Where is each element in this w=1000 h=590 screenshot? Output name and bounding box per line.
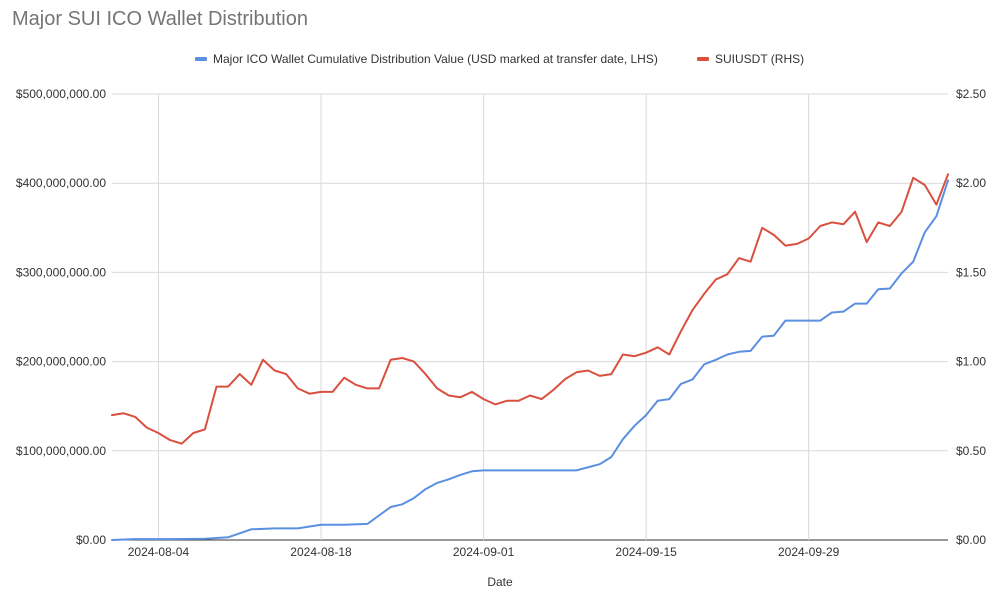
y-left-tick-label: $300,000,000.00	[16, 265, 106, 279]
y-left-tick-label: $0.00	[76, 533, 106, 547]
series-line-suiusdt	[111, 173, 949, 445]
y-right-tick-label: $1.50	[956, 265, 986, 279]
y-left-tick-label: $100,000,000.00	[16, 444, 106, 458]
legend-label-suiusdt: SUIUSDT (RHS)	[715, 52, 805, 66]
y-left-tick-label: $200,000,000.00	[16, 355, 106, 369]
series-line-distribution	[111, 179, 949, 541]
x-tick-label: 2024-08-04	[128, 545, 190, 559]
legend-swatch-distribution	[195, 57, 207, 61]
y-right-tick-label: $2.50	[956, 87, 986, 101]
legend-label-distribution: Major ICO Wallet Cumulative Distribution…	[213, 52, 658, 66]
y-left-tick-label: $400,000,000.00	[16, 176, 106, 190]
x-tick-label: 2024-08-18	[290, 545, 352, 559]
legend-swatch-suiusdt	[697, 57, 709, 61]
x-axis-title: Date	[487, 575, 513, 589]
x-tick-label: 2024-09-01	[453, 545, 515, 559]
x-tick-label: 2024-09-15	[615, 545, 677, 559]
x-tick-label: 2024-09-29	[778, 545, 840, 559]
y-right-tick-label: $0.50	[956, 444, 986, 458]
y-left-tick-label: $500,000,000.00	[16, 87, 106, 101]
y-right-tick-label: $0.00	[956, 533, 986, 547]
y-right-tick-label: $1.00	[956, 355, 986, 369]
legend: Major ICO Wallet Cumulative Distribution…	[0, 52, 1000, 70]
chart-title: Major SUI ICO Wallet Distribution	[12, 8, 308, 30]
y-right-tick-label: $2.00	[956, 176, 986, 190]
